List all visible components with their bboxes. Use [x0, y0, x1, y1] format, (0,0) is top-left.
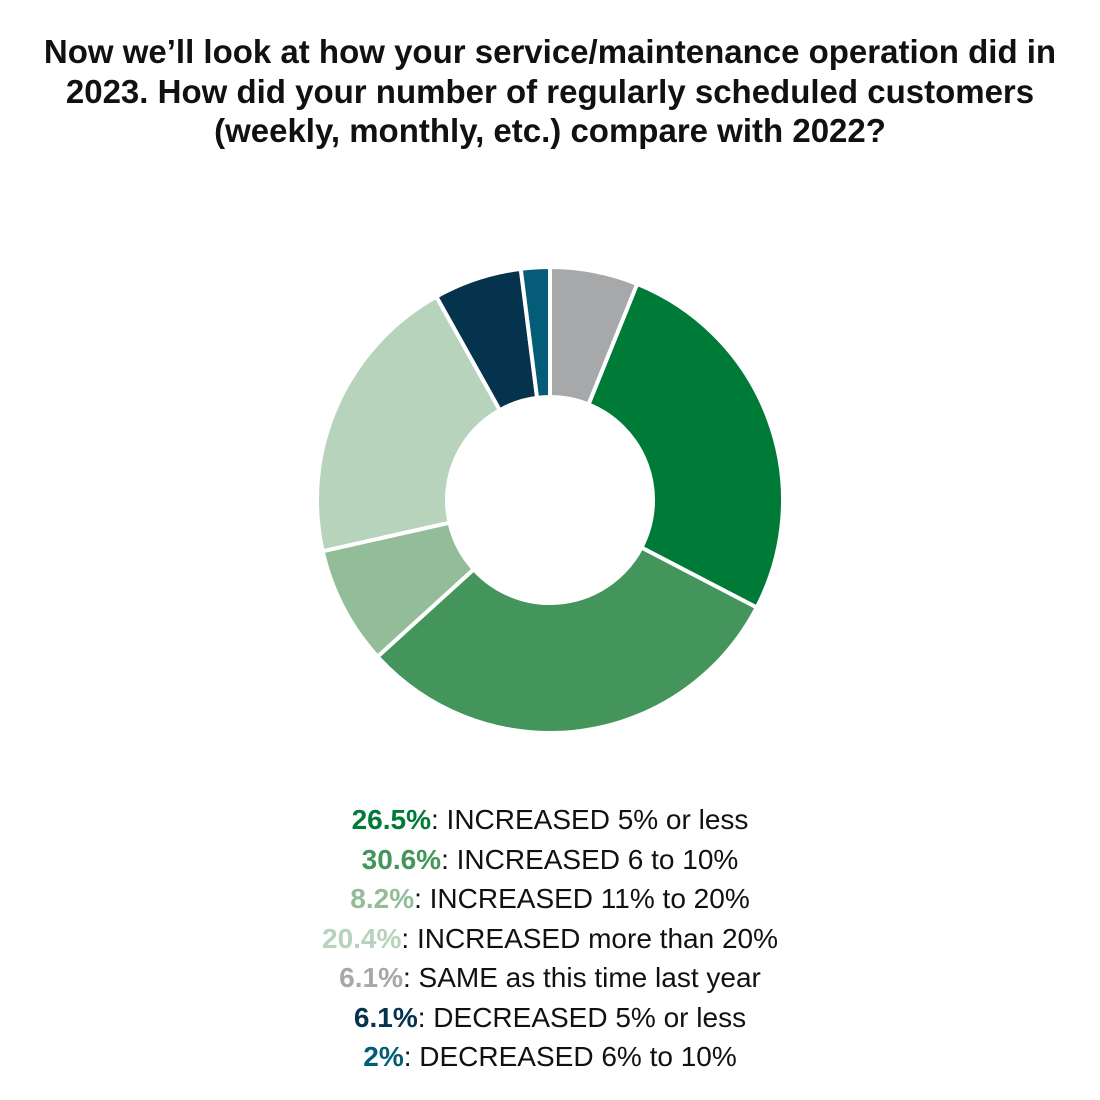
legend-label: : DECREASED 6% to 10% — [403, 1041, 737, 1072]
legend-value: 8.2% — [350, 883, 415, 914]
chart-legend: 26.5%: INCREASED 5% or less 30.6%: INCREA… — [0, 800, 1100, 1077]
donut-chart — [315, 265, 785, 735]
legend-item: 6.1%: DECREASED 5% or less — [0, 998, 1100, 1038]
legend-value: 26.5% — [351, 804, 431, 835]
legend-label: : SAME as this time last year — [402, 962, 761, 993]
slice-increased-6-to-10pct — [375, 545, 759, 735]
legend-value: 2% — [363, 1041, 404, 1072]
legend-label: : INCREASED 6 to 10% — [441, 843, 739, 875]
slice-increased-5pct-or-less — [586, 281, 785, 610]
chart-title: Now we’ll look at how your service/maint… — [43, 33, 1057, 150]
legend-label: : INCREASED 11% to 20% — [414, 883, 750, 914]
legend-value: 6.1% — [339, 962, 403, 993]
legend-value: 20.4% — [322, 922, 402, 954]
legend-item: 6.1%: SAME as this time last year — [0, 958, 1100, 998]
legend-item: 8.2%: INCREASED 11% to 20% — [0, 879, 1100, 919]
legend-value: 30.6% — [361, 843, 442, 875]
slice-decreased-6pct-to-10pct — [518, 265, 552, 400]
legend-label: : DECREASED 5% or less — [417, 1001, 747, 1033]
legend-item: 20.4%: INCREASED more than 20% — [0, 919, 1100, 959]
legend-item: 26.5%: INCREASED 5% or less — [0, 800, 1100, 840]
slice-increased-more-than-20pct — [315, 294, 502, 554]
donut-slices — [315, 265, 785, 735]
legend-label: : INCREASED 5% or less — [430, 804, 749, 835]
legend-label: : INCREASED more than 20% — [401, 922, 778, 954]
legend-item: 30.6%: INCREASED 6 to 10% — [0, 840, 1100, 880]
legend-value: 6.1% — [353, 1001, 418, 1033]
legend-item: 2%: DECREASED 6% to 10% — [0, 1037, 1100, 1077]
